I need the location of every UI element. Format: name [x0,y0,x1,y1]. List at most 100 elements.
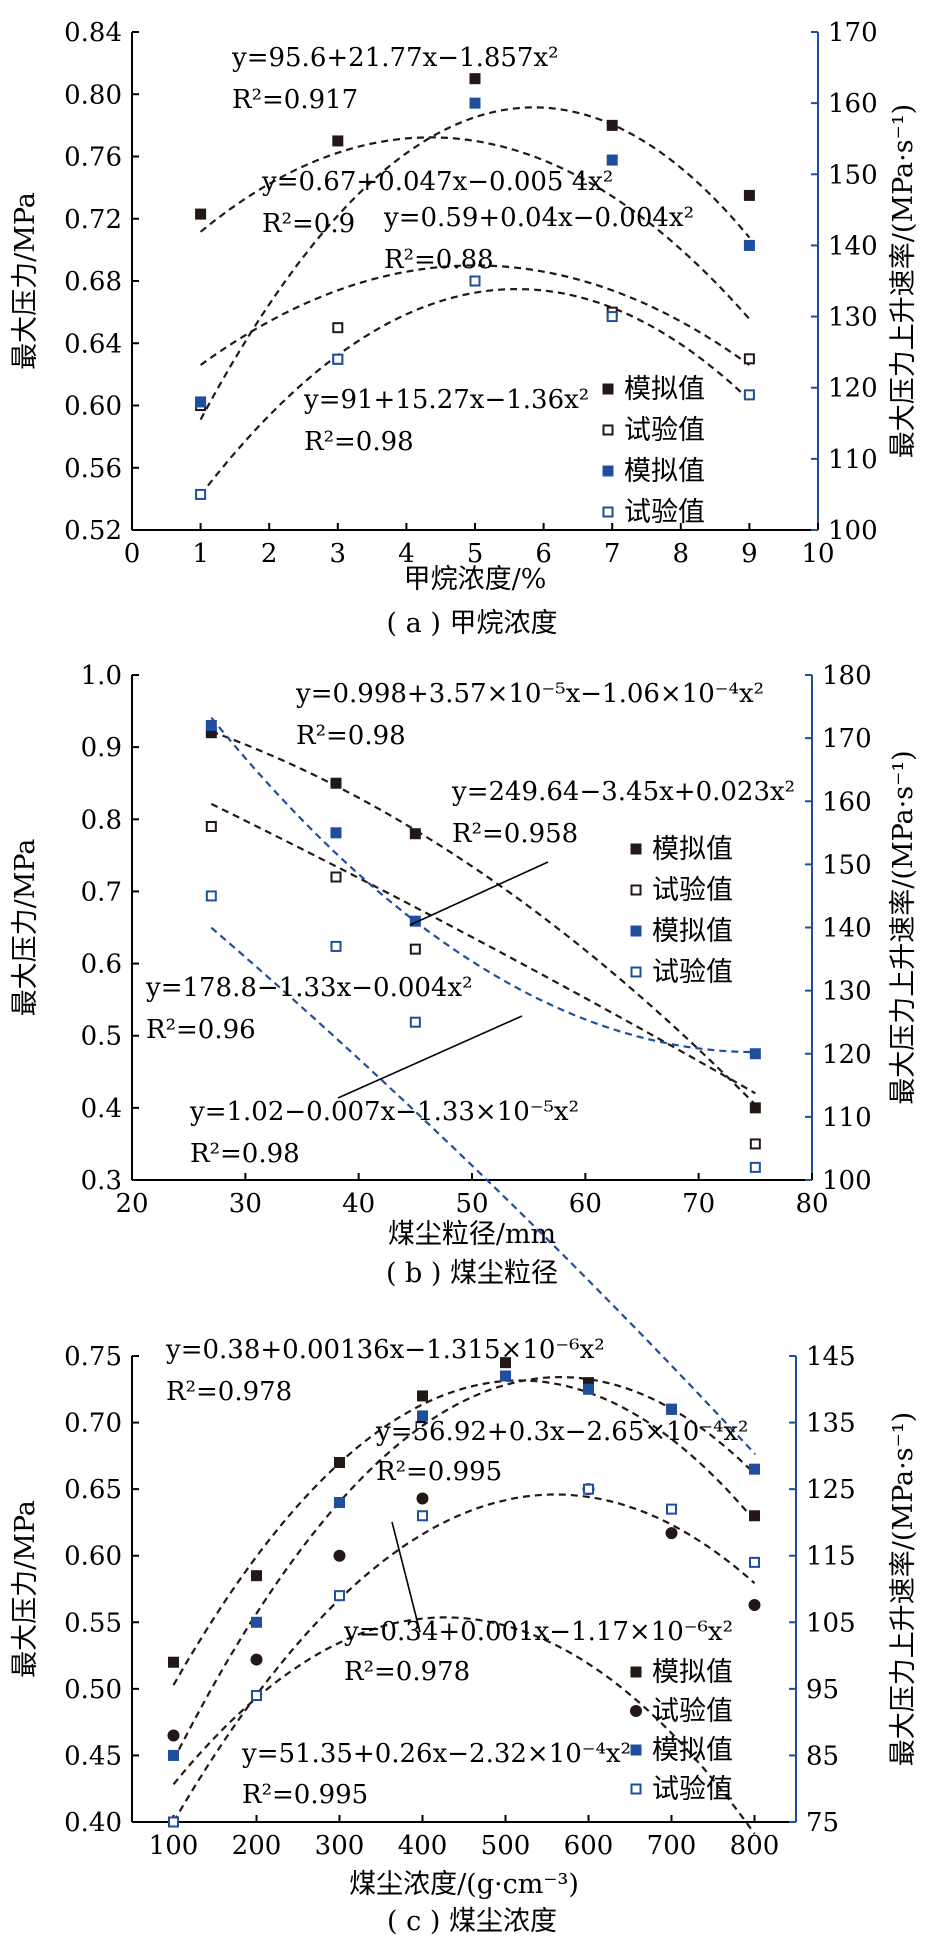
y-right-axis-title: 最大压力上升速率/(MPa·s⁻¹) [888,1412,919,1766]
x-tick-label: 9 [741,539,758,569]
panel-caption: ( a ) 甲烷浓度 [387,608,558,639]
fit-equation: y=51.35+0.26x−2.32×10⁻⁴x² [241,1739,631,1769]
fit-curve [199,287,751,496]
y-left-tick-label: 0.40 [64,1808,122,1838]
y-left-tick-label: 0.4 [81,1094,122,1124]
data-point [168,1816,179,1828]
fit-curve [199,136,751,320]
panel-caption: ( b ) 煤尘粒径 [386,1258,558,1289]
legend-label: 试验值 [652,957,733,988]
y-right-axis-title: 最大压力上升速率/(MPa·s⁻¹) [888,104,919,458]
data-point [606,311,618,323]
data-point [469,97,481,109]
fit-r-squared: R²=0.98 [296,721,406,751]
y-left-axis-title: 最大压力/MPa [10,1500,41,1678]
y-left-tick-label: 0.55 [64,1608,122,1638]
data-point [469,73,481,85]
x-axis-title: 煤尘粒径/mm [388,1219,556,1250]
y-left-tick-label: 0.76 [64,143,122,173]
y-left-tick-label: 0.60 [64,392,122,422]
x-tick-label: 30 [229,1189,262,1219]
fit-r-squared: R²=0.917 [232,85,358,115]
data-point [330,871,342,883]
y-left-tick-label: 0.9 [81,733,122,763]
y-left-axis-title: 最大压力/MPa [10,839,41,1017]
panel-caption: ( c ) 煤尘浓度 [387,1906,557,1937]
y-right-tick-label: 125 [806,1475,856,1505]
fit-equation: y=178.8−1.33x−0.004x² [145,973,473,1003]
data-point [332,135,344,147]
y-right-tick-label: 150 [828,160,878,190]
x-tick-label: 50 [455,1189,488,1219]
legend-label: 模拟值 [652,834,733,865]
legend-marker [630,1783,642,1795]
y-right-tick-label: 120 [822,1040,872,1070]
x-tick-label: 10 [801,539,834,569]
x-tick-label: 40 [342,1189,375,1219]
data-point [666,1503,677,1515]
data-point [409,828,421,840]
y-right-tick-label: 110 [822,1103,872,1133]
legend-marker [602,424,614,436]
data-point [409,943,421,955]
data-point [409,1016,421,1028]
y-right-axis-title: 最大压力上升速率/(MPa·s⁻¹) [888,750,919,1104]
data-point [205,890,217,902]
fit-r-squared: R²=0.995 [242,1780,368,1810]
legend-label: 试验值 [624,497,705,528]
legend-marker [630,966,642,978]
y-left-tick-label: 0.6 [81,950,122,980]
data-point [251,1616,262,1628]
fit-curve [199,106,751,421]
legend-label: 模拟值 [652,1735,733,1766]
y-left-tick-label: 0.80 [64,80,122,110]
y-left-tick-label: 0.45 [64,1741,122,1771]
data-point [749,1102,761,1114]
x-tick-label: 7 [604,539,621,569]
x-tick-label: 70 [682,1189,715,1219]
y-right-tick-label: 140 [822,914,872,944]
y-right-tick-label: 130 [822,977,872,1007]
x-tick-label: 80 [795,1189,828,1219]
y-left-tick-label: 0.3 [81,1166,122,1196]
data-point [583,1383,594,1395]
y-left-tick-label: 0.84 [64,18,122,48]
data-point [748,1598,761,1611]
fit-r-squared: R²=0.96 [146,1015,256,1045]
legend-marker [630,925,642,937]
legend-marker [630,884,642,896]
legend-label: 试验值 [652,1774,733,1805]
chart-panel-3: 100 200 300 400 500 600 700 800 0.40 0.45 0.50 0.55… [10,1335,919,1937]
data-point [334,1496,345,1508]
fit-equation: y=91+15.27x−1.36x² [303,385,589,415]
fit-curve [210,716,756,1054]
fit-equation: y=0.59+0.04x−0.004x² [383,203,694,233]
y-right-tick-label: 105 [806,1608,856,1638]
data-point [469,275,481,287]
y-left-tick-label: 0.8 [81,805,122,835]
data-point [606,154,618,166]
x-tick-label: 100 [149,1831,199,1861]
x-tick-label: 20 [115,1189,148,1219]
fit-equation: y=95.6+21.77x−1.857x² [231,43,559,73]
fit-r-squared: R²=0.978 [166,1377,292,1407]
data-point [749,1161,761,1173]
y-right-tick-label: 115 [806,1542,856,1572]
y-left-tick-label: 0.7 [81,877,122,907]
legend-marker [602,465,614,477]
legend-marker [630,843,642,855]
fit-curve [172,1379,756,1686]
data-point [167,1729,180,1742]
legend-marker [602,506,614,518]
data-point [749,1048,761,1060]
fit-r-squared: R²=0.9 [262,209,355,239]
data-point [743,353,755,365]
fit-r-squared: R²=0.88 [384,245,494,275]
y-right-tick-label: 135 [806,1409,856,1439]
data-point [195,396,207,408]
y-right-tick-label: 130 [828,303,878,333]
legend-marker [630,1666,642,1678]
data-point [417,1390,428,1402]
y-left-tick-label: 0.50 [64,1675,122,1705]
